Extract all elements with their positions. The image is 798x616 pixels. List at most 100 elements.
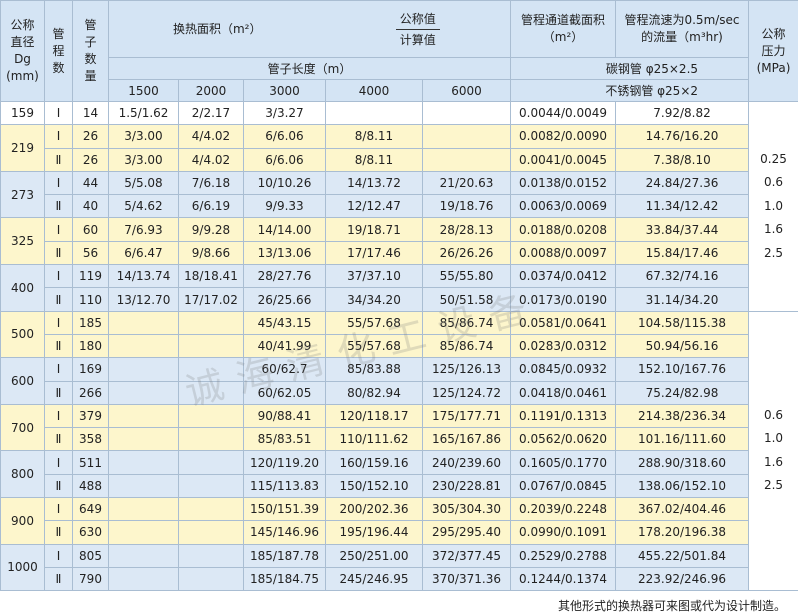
pressure-cell: 0.25 0.6 1.0 1.6 2.5 (748, 101, 798, 312)
nominal-label: 公称值 (395, 11, 440, 30)
tube-count-cell: 26 (72, 124, 109, 149)
area-cell: 4/4.02 (178, 124, 244, 149)
area-cell: 2/2.17 (178, 100, 244, 126)
area-cell: 85/86.74 (421, 310, 512, 335)
data-row: Ⅱ 56 6/6.47 9/8.66 13/13.06 17/17.46 26/26.26 0… (0, 240, 798, 266)
data-row: 800 Ⅰ 511 120/119.20 160/159.16 240/239.60 0.1… (0, 450, 798, 499)
area-header: 换热面积（m²） (108, 0, 326, 58)
empty-cell (108, 310, 179, 335)
flow-cell: 214.38/236.34 (615, 403, 750, 429)
pass-cell: Ⅰ (44, 124, 73, 149)
tube-count-cell: 44 (72, 170, 109, 196)
area-cell: 26/26.26 (421, 240, 512, 266)
area-cell: 28/28.13 (421, 217, 512, 242)
area-cell: 6/6.06 (243, 124, 326, 149)
header-line: 管程流速为0.5m/sec (624, 13, 740, 27)
empty-cell (108, 450, 179, 475)
section-cell: 0.0044/0.0049 (510, 100, 617, 126)
stainless-header: 不锈钢管 φ25×2 (510, 79, 750, 102)
section-cell: 0.1605/0.1770 (510, 450, 617, 475)
header-line: (mm) (6, 69, 39, 83)
section-cell: 0.0041/0.0045 (510, 147, 617, 172)
tube-count-cell: 379 (72, 403, 109, 429)
area-cell: 230/228.81 (421, 473, 512, 499)
area-cell: 120/118.17 (325, 403, 423, 429)
area-cell: 37/37.10 (325, 264, 423, 289)
section-cell: 0.0418/0.0461 (510, 380, 617, 405)
area-cell: 34/34.20 (325, 287, 423, 312)
area-cell: 19/18.76 (421, 194, 512, 219)
dg-cell: 325 (0, 217, 45, 266)
data-row: Ⅱ 358 85/83.51 110/111.62 165/167.86 0.0562/0… (0, 427, 798, 452)
calculated-label: 计算值 (399, 32, 436, 47)
empty-cell (178, 427, 244, 452)
area-cell: 14/13.74 (108, 264, 179, 289)
empty-cell (178, 380, 244, 405)
pass-cell: Ⅱ (44, 194, 73, 219)
tube-count-cell: 60 (72, 217, 109, 242)
pass-cell: Ⅰ (44, 170, 73, 196)
area-cell: 5/4.62 (108, 194, 179, 219)
pass-cell: Ⅰ (44, 497, 73, 522)
area-cell: 55/57.68 (325, 310, 423, 335)
area-cell: 6/6.47 (108, 240, 179, 266)
pressure-value: 0.6 (763, 407, 784, 422)
header-line: 程 (52, 43, 65, 58)
area-cell: 6/6.06 (243, 147, 326, 172)
area-cell: 12/12.47 (325, 194, 423, 219)
empty-cell (325, 100, 423, 126)
data-row: 219 Ⅰ 26 3/3.00 4/4.02 6/6.06 8/8.11 0.0082/0.0… (0, 124, 798, 172)
empty-cell (108, 520, 179, 545)
area-cell: 7/6.18 (178, 170, 244, 196)
empty-cell (108, 543, 179, 568)
pressure-value: 1.6 (763, 454, 784, 469)
section-cell: 0.2529/0.2788 (510, 543, 617, 568)
area-cell: 3/3.00 (108, 124, 179, 149)
pressure-header: 公称 压力 (MPa) (748, 0, 798, 102)
header-line: 数 (84, 52, 97, 66)
flow-cell: 67.32/74.16 (615, 264, 750, 289)
flow-cell: 33.84/37.44 (615, 217, 750, 242)
tube-count-cell: 180 (72, 333, 109, 359)
empty-cell (178, 497, 244, 522)
header-line: 量 (84, 69, 97, 83)
area-cell: 8/8.11 (325, 147, 423, 172)
tube-count-cell: 649 (72, 497, 109, 522)
flow-cell: 7.38/8.10 (615, 147, 750, 172)
flow-cell: 104.58/115.38 (615, 310, 750, 335)
section-header: 管程通道截面积 （m²） (510, 0, 617, 58)
tube-count-cell: 630 (72, 520, 109, 545)
area-cell: 3/3.00 (108, 147, 179, 172)
length-header: 2000 (178, 79, 244, 102)
carbon-header: 碳钢管 φ25×2.5 (510, 57, 750, 80)
area-cell: 55/57.68 (325, 333, 423, 359)
table-body: 159 Ⅰ 14 1.5/1.62 2/2.17 3/3.27 0.0044/0.0049 7… (0, 100, 798, 592)
section-cell: 0.0990/0.1091 (510, 520, 617, 545)
dg-header: 公称 直径 Dg (mm) (0, 0, 45, 102)
area-cell: 145/146.96 (243, 520, 326, 545)
section-cell: 0.0562/0.0620 (510, 427, 617, 452)
area-cell: 17/17.02 (178, 287, 244, 312)
area-cell: 295/295.40 (421, 520, 512, 545)
tube-count-cell: 14 (72, 100, 109, 126)
area-cell: 160/159.16 (325, 450, 423, 475)
header-line: 数 (52, 60, 65, 75)
section-cell: 0.0188/0.0208 (510, 217, 617, 242)
dg-cell: 700 (0, 403, 45, 452)
dg-cell: 273 (0, 170, 45, 219)
pass-cell: Ⅰ (44, 100, 73, 126)
tube-count-cell: 358 (72, 427, 109, 452)
header-line: 的流量（m³hr) (641, 30, 723, 44)
area-cell: 14/14.00 (243, 217, 326, 242)
passes-header: 管程数 (44, 0, 73, 102)
dg-cell: 800 (0, 450, 45, 499)
pressure-value: 1.6 (763, 222, 784, 237)
pass-cell: Ⅱ (44, 333, 73, 359)
area-cell: 18/18.41 (178, 264, 244, 289)
empty-cell (421, 124, 512, 149)
tube-count-cell: 805 (72, 543, 109, 568)
area-cell: 200/202.36 (325, 497, 423, 522)
dg-cell: 1000 (0, 543, 45, 592)
empty-cell (178, 450, 244, 475)
